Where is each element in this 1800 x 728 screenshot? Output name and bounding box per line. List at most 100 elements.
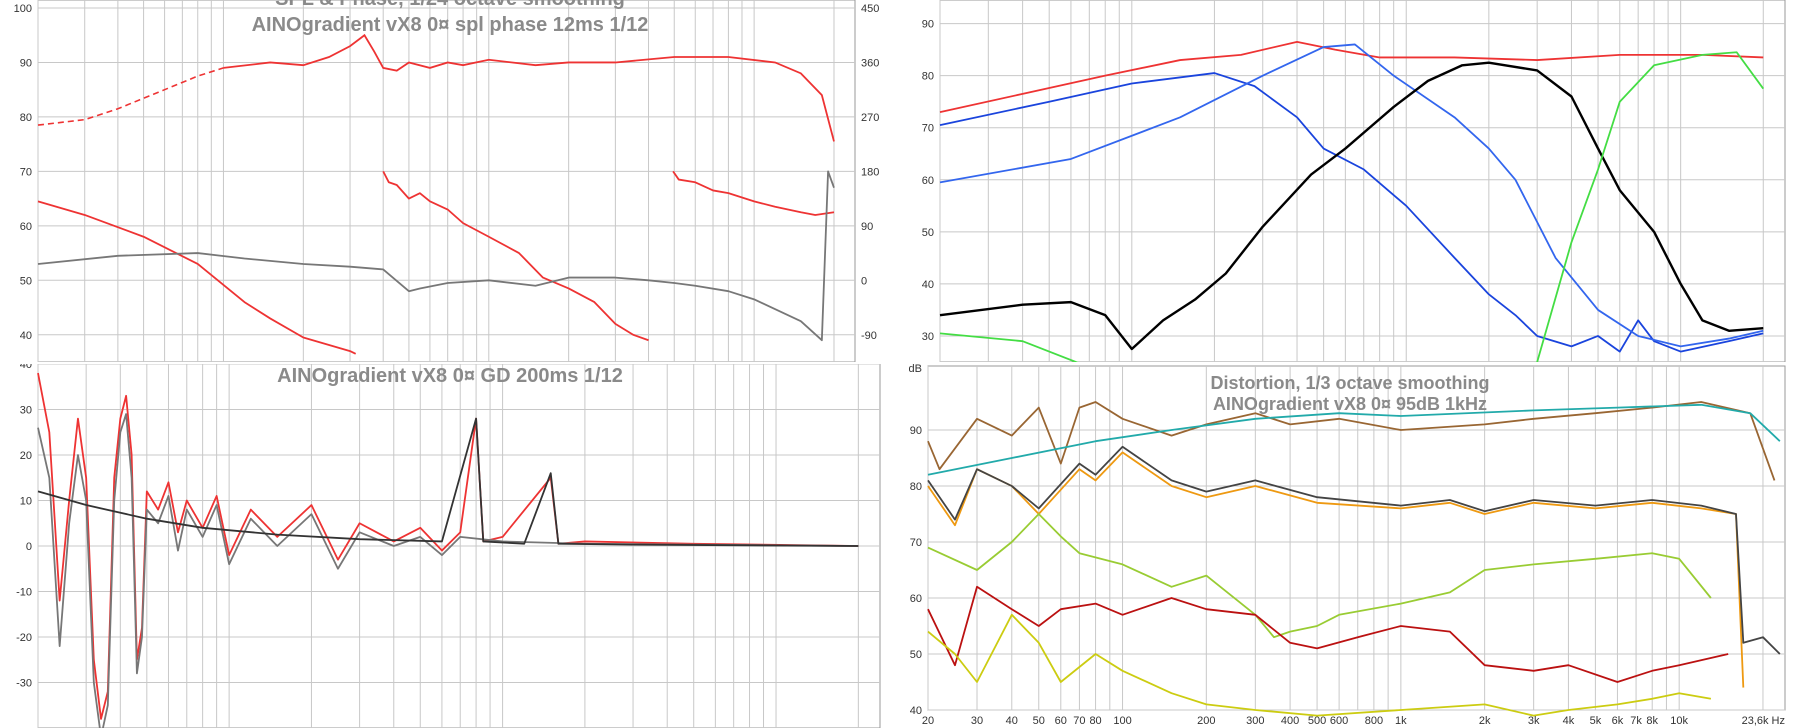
distortion-xtick-label: 400	[1281, 715, 1299, 727]
drivers-ytick-label: 70	[922, 123, 934, 135]
drivers-ytick-label: 30	[922, 331, 934, 343]
spl-phase-ytick-label: 100	[14, 3, 32, 15]
distortion-x-end-label: 23,6k Hz	[1742, 715, 1785, 727]
spl-phase-ytick-label: 50	[20, 275, 32, 287]
drivers-ytick-label: 80	[922, 71, 934, 83]
distortion-xtick-label: 8k	[1646, 715, 1658, 727]
group-delay-ytick-label: 20	[20, 450, 32, 462]
drivers-axis-labels: 30 40 50 60 70 80 90	[922, 19, 934, 343]
group-delay-panel: -30 -20 -10 0 10 20 30 40 AINOgradient vX8 0¤ G…	[0, 364, 890, 728]
spl-phase-y2tick-label: 0	[861, 275, 867, 287]
distortion-xtick-label: 500	[1308, 715, 1326, 727]
distortion-xtick-label: 2k	[1479, 715, 1491, 727]
group-delay-axis-labels: -30 -20 -10 0 10 20 30 40	[16, 364, 32, 690]
distortion-xtick-label: 800	[1365, 715, 1383, 727]
spl-phase-grid	[37, 0, 856, 362]
group-delay-series	[37, 372, 859, 728]
drivers-series	[939, 40, 1764, 362]
spl-phase-ytick-label: 80	[20, 112, 32, 124]
spl-phase-series-line	[37, 200, 357, 355]
spl-phase-y2tick-label: 90	[861, 221, 873, 233]
drivers-series-line	[939, 61, 1764, 351]
spl-phase-series-line	[223, 33, 835, 142]
distortion-xtick-label: 20	[922, 715, 934, 727]
distortion-ytick-label: 90	[910, 425, 922, 437]
distortion-xtick-label: 300	[1246, 715, 1264, 727]
spl-phase-y2tick-label: -90	[861, 330, 877, 342]
spl-phase-series-line	[37, 67, 224, 126]
drivers-chart: 30 40 50 60 70 80 90	[922, 0, 1786, 362]
spl-phase-chart: 40 50 60 70 80 90 100 -90 0 90 180 270 360 450 SPL & …	[14, 0, 880, 362]
distortion-y-unit: dB	[909, 364, 922, 375]
distortion-ytick-label: 70	[910, 537, 922, 549]
distortion-ytick-label: 60	[910, 593, 922, 605]
distortion-xtick-label: 1k	[1395, 715, 1407, 727]
distortion-series-line	[927, 613, 1712, 717]
spl-phase-subtitle: AINOgradient vX8 0¤ spl phase 12ms 1/12	[252, 14, 649, 36]
distortion-xtick-label: 5k	[1590, 715, 1602, 727]
distortion-series-line	[927, 451, 1745, 688]
distortion-series-line	[927, 445, 1781, 655]
drivers-ytick-label: 90	[922, 19, 934, 31]
distortion-xtick-label: 10k	[1670, 715, 1688, 727]
spl-phase-panel: 40 50 60 70 80 90 100 -90 0 90 180 270 360 450 SPL & …	[0, 0, 890, 362]
distortion-xtick-label: 7k	[1630, 715, 1642, 727]
group-delay-ytick-label: -30	[16, 678, 32, 690]
distortion-title: Distortion, 1/3 octave smoothing	[1210, 373, 1489, 393]
distortion-xtick-label: 50	[1033, 715, 1045, 727]
group-delay-ytick-label: 0	[26, 541, 32, 553]
group-delay-ytick-label: 40	[20, 364, 32, 371]
distortion-series-line	[927, 403, 1781, 476]
spl-phase-ytick-label: 70	[20, 166, 32, 178]
distortion-chart: 40 50 60 70 80 90 dB 20 30 40 50 60 70 80 100 200 300 400…	[909, 364, 1786, 727]
distortion-xtick-label: 200	[1197, 715, 1215, 727]
distortion-series-line	[927, 401, 1776, 481]
spl-phase-series-line	[672, 170, 835, 216]
distortion-xtick-label: 3k	[1528, 715, 1540, 727]
spl-phase-y2tick-label: 180	[861, 166, 879, 178]
distortion-xtick-label: 600	[1330, 715, 1348, 727]
drivers-series-line	[939, 43, 1764, 348]
group-delay-ytick-label: -10	[16, 587, 32, 599]
group-delay-ytick-label: 10	[20, 496, 32, 508]
distortion-ytick-label: 80	[910, 481, 922, 493]
drivers-ytick-label: 50	[922, 227, 934, 239]
spl-phase-ytick-label: 90	[20, 57, 32, 69]
spl-phase-plot-frame	[37, 0, 856, 362]
drivers-panel: 30 40 50 60 70 80 90	[900, 0, 1800, 362]
distortion-xtick-label: 100	[1113, 715, 1131, 727]
spl-phase-series-line	[382, 170, 649, 342]
distortion-xtick-label: 6k	[1612, 715, 1624, 727]
group-delay-series-line	[37, 417, 859, 547]
distortion-xtick-label: 60	[1055, 715, 1067, 727]
distortion-xtick-label: 80	[1089, 715, 1101, 727]
distortion-series-line	[927, 585, 1729, 683]
spl-phase-axis-labels: 40 50 60 70 80 90 100 -90 0 90 180 270 360 450	[14, 3, 880, 342]
spl-phase-ytick-label: 60	[20, 221, 32, 233]
spl-phase-title: SPL & Phase, 1/24 octave smoothing	[275, 0, 625, 10]
drivers-series-line	[939, 40, 1764, 113]
distortion-series-line	[927, 513, 1712, 639]
drivers-series-line	[939, 51, 1764, 362]
distortion-ytick-label: 50	[910, 649, 922, 661]
spl-phase-ytick-label: 40	[20, 330, 32, 342]
distortion-subtitle: AINOgradient vX8 0¤ 95dB 1kHz	[1213, 394, 1487, 414]
group-delay-chart: -30 -20 -10 0 10 20 30 40 AINOgradient vX8 0¤ G…	[16, 364, 881, 728]
distortion-series	[927, 401, 1781, 717]
distortion-plot-frame	[927, 365, 1786, 711]
distortion-xtick-label: 70	[1073, 715, 1085, 727]
drivers-ytick-label: 60	[922, 175, 934, 187]
group-delay-series-line	[37, 413, 859, 728]
distortion-xtick-label: 40	[1006, 715, 1018, 727]
distortion-grid	[927, 365, 1786, 711]
distortion-axis-labels: 40 50 60 70 80 90 dB 20 30 40 50 60 70 80 100 200 300 400…	[909, 364, 1785, 727]
distortion-ytick-label: 40	[910, 705, 922, 717]
group-delay-subtitle: AINOgradient vX8 0¤ GD 200ms 1/12	[277, 365, 623, 387]
spl-phase-series-line	[37, 170, 835, 342]
spl-phase-y2tick-label: 450	[861, 3, 879, 15]
distortion-panel: 40 50 60 70 80 90 dB 20 30 40 50 60 70 80 100 200 300 400…	[900, 364, 1800, 728]
distortion-xtick-label: 4k	[1563, 715, 1575, 727]
drivers-ytick-label: 40	[922, 279, 934, 291]
distortion-xtick-label: 30	[971, 715, 983, 727]
spl-phase-series	[37, 33, 835, 355]
